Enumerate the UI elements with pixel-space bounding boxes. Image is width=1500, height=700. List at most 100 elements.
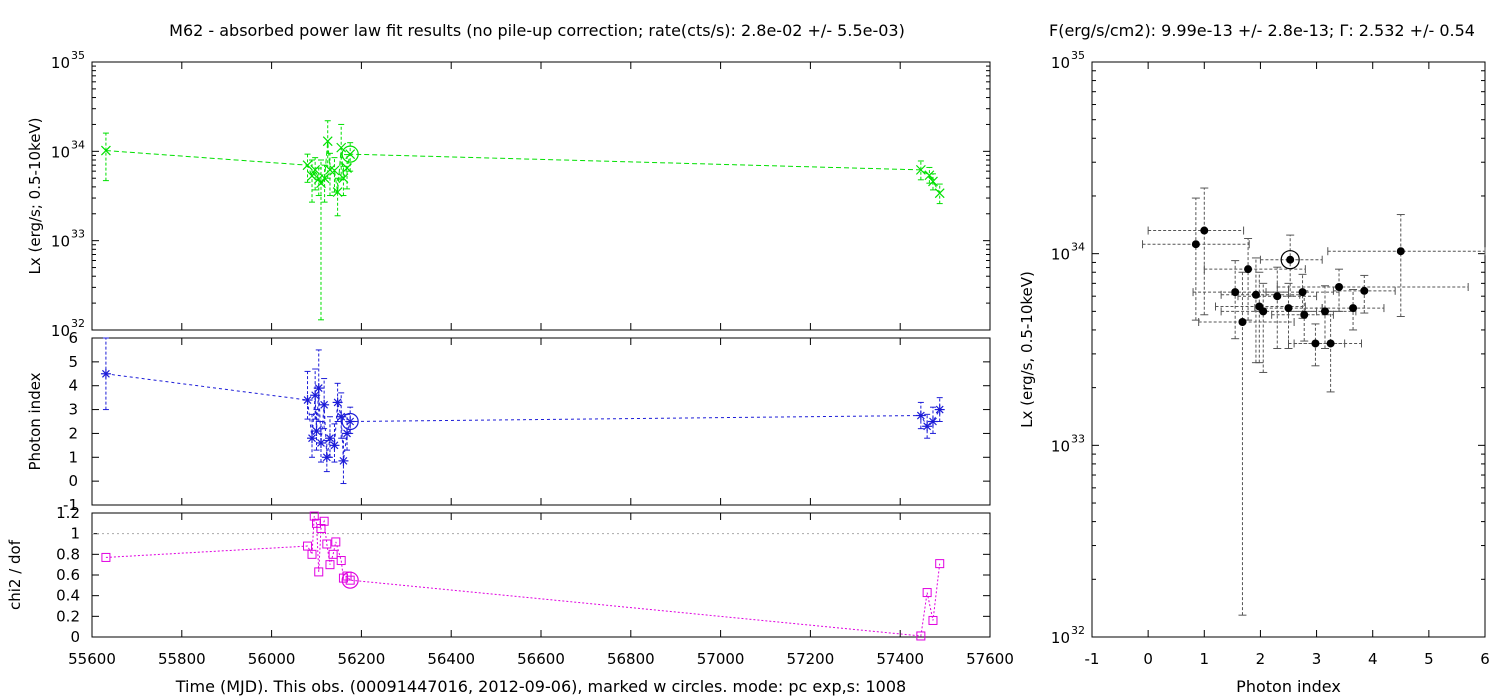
data-point xyxy=(1273,292,1282,301)
marker-star-d2 xyxy=(322,453,331,462)
marker-star-d2 xyxy=(346,417,355,426)
data-point xyxy=(1284,304,1293,313)
data-point xyxy=(1311,339,1320,348)
current-obs-circle xyxy=(341,412,359,431)
y-tick-label: 2 xyxy=(68,424,78,442)
data-point xyxy=(1244,265,1253,274)
y-tick-label: 10 xyxy=(1051,437,1070,455)
x-axis-label: Photon index xyxy=(1236,677,1341,696)
y-tick-label-exp: 35 xyxy=(71,49,85,62)
marker-cross-b xyxy=(100,145,111,156)
y-tick-label: 0.4 xyxy=(56,587,80,605)
marker-cross-b xyxy=(322,136,333,147)
marker-cross-b xyxy=(336,142,347,153)
y-axis-label: chi2 / dof xyxy=(6,539,24,610)
x-tick-label: 0 xyxy=(1143,650,1153,668)
y-tick-label: 1 xyxy=(68,448,78,466)
y-tick-label: 3 xyxy=(68,401,78,419)
y-tick-label-exp: 32 xyxy=(71,317,85,330)
chart-title-right: F(erg/s/cm2): 9.99e-13 +/- 2.8e-13; Γ: 2… xyxy=(1049,21,1475,40)
marker-cross-b xyxy=(338,173,349,184)
y-tick-label: 10 xyxy=(1051,54,1070,72)
y-axis-label: Lx (erg/s, 0.5-10keV) xyxy=(1018,271,1036,428)
series-line xyxy=(105,515,941,637)
y-tick-label: 4 xyxy=(68,377,78,395)
x-tick-label: 57400 xyxy=(876,650,924,668)
series-line xyxy=(105,141,941,194)
series-lx xyxy=(100,120,945,321)
x-tick-label: 2 xyxy=(1256,650,1266,668)
marker-cross-b xyxy=(316,178,326,189)
data-point xyxy=(1238,318,1247,327)
chart-title-left: M62 - absorbed power law fit results (no… xyxy=(169,21,905,40)
y-tick-label-exp: 33 xyxy=(71,228,85,241)
marker-star-d2 xyxy=(330,441,339,450)
marker-star-d2 xyxy=(923,422,932,431)
x-tick-label: 6 xyxy=(1480,650,1490,668)
x-tick-label: 1 xyxy=(1200,650,1210,668)
marker-cross-b xyxy=(310,164,321,175)
marker-cross-b xyxy=(934,188,945,199)
marker-star-d2 xyxy=(101,369,110,378)
y-tick-label: 10 xyxy=(1051,246,1070,264)
marker-star-d2 xyxy=(320,400,329,409)
x-tick-label: 56000 xyxy=(248,650,296,668)
data-point xyxy=(1360,286,1369,295)
y-tick-label: 10 xyxy=(51,322,70,340)
marker-cross-b xyxy=(345,149,356,160)
marker-square xyxy=(336,556,346,566)
marker-star-d2 xyxy=(326,434,334,443)
panel-lx-index xyxy=(1091,61,1486,638)
y-tick-label: 10 xyxy=(51,233,70,251)
marker-square xyxy=(935,559,945,569)
y-tick-label: 0.8 xyxy=(56,545,80,563)
marker-star-d2 xyxy=(333,398,342,407)
marker-star-d2 xyxy=(311,391,320,400)
y-tick-label: 6 xyxy=(68,329,78,347)
marker-square xyxy=(307,549,317,559)
series-index xyxy=(100,337,945,485)
x-tick-label: 57600 xyxy=(966,650,1014,668)
y-tick-label: 0.6 xyxy=(56,566,80,584)
y-tick-label-exp: 34 xyxy=(1071,241,1085,254)
marker-cross-b xyxy=(924,170,935,181)
data-point xyxy=(1286,255,1295,264)
y-tick-label-exp: 35 xyxy=(1071,49,1085,62)
current-obs-circle xyxy=(1280,250,1300,270)
data-point xyxy=(1326,339,1335,348)
data-point xyxy=(1320,307,1329,316)
marker-star-d2 xyxy=(929,417,937,426)
marker-square xyxy=(322,539,332,549)
x-tick-label: 56200 xyxy=(338,650,386,668)
marker-star-d2 xyxy=(337,412,346,421)
series-line xyxy=(105,373,941,461)
marker-star-d2 xyxy=(916,411,925,420)
marker-cross-b xyxy=(329,165,340,176)
data-point xyxy=(1349,304,1358,313)
series-scatter xyxy=(1142,187,1486,616)
marker-square xyxy=(309,511,319,521)
marker-square xyxy=(314,567,324,577)
marker-square xyxy=(325,560,335,570)
data-point xyxy=(1251,290,1260,299)
marker-cross-b xyxy=(915,164,926,175)
marker-square xyxy=(319,516,329,526)
marker-square xyxy=(922,588,932,598)
panel-lx-time xyxy=(91,61,991,331)
y-tick-label: 0 xyxy=(68,472,78,490)
marker-square xyxy=(345,575,355,585)
y-tick-label: 0 xyxy=(70,628,80,646)
marker-cross-b xyxy=(325,164,335,175)
y-tick-label: 1.2 xyxy=(56,504,80,522)
data-point xyxy=(1259,307,1268,316)
x-tick-label: 55800 xyxy=(158,650,206,668)
marker-square xyxy=(316,524,326,533)
y-tick-label: 10 xyxy=(51,54,70,72)
marker-cross-b xyxy=(302,160,313,171)
marker-star-d2 xyxy=(317,439,325,447)
marker-star-d2 xyxy=(308,434,316,443)
marker-star-d2 xyxy=(314,384,323,393)
y-tick-label-exp: 32 xyxy=(1071,624,1085,637)
data-point xyxy=(1231,288,1240,297)
